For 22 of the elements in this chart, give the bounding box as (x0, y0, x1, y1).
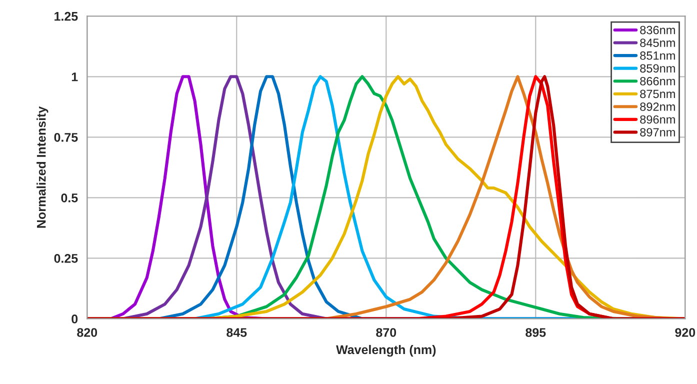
y-tick-label: 0.25 (54, 254, 78, 263)
y-axis-title: Normalized Intensity (36, 106, 48, 228)
y-tick-label: 1 (72, 72, 78, 82)
y-tick-label: 0.75 (54, 132, 78, 142)
y-tick-label: 1.25 (54, 12, 78, 21)
legend-label: 875nm (640, 90, 675, 98)
x-tick-label: 845 (226, 328, 247, 337)
legend-label: 836nm (640, 26, 675, 34)
legend-label: 859nm (640, 64, 675, 73)
x-tick-label: 920 (675, 328, 696, 337)
legend-label: 896nm (640, 115, 675, 124)
y-tick-label: 0.5 (61, 193, 78, 202)
legend-label: 897nm (640, 128, 675, 136)
legend-label: 845nm (640, 38, 675, 48)
x-axis-title: Wavelength (nm) (336, 344, 436, 357)
legend-label: 866nm (640, 76, 675, 86)
x-tick-label: 820 (77, 328, 98, 337)
legend-label: 851nm (640, 51, 675, 60)
y-tick-label: 0 (72, 314, 78, 324)
x-tick-label: 895 (526, 328, 546, 337)
x-tick-label: 870 (376, 328, 396, 337)
legend-label: 892nm (640, 102, 675, 111)
